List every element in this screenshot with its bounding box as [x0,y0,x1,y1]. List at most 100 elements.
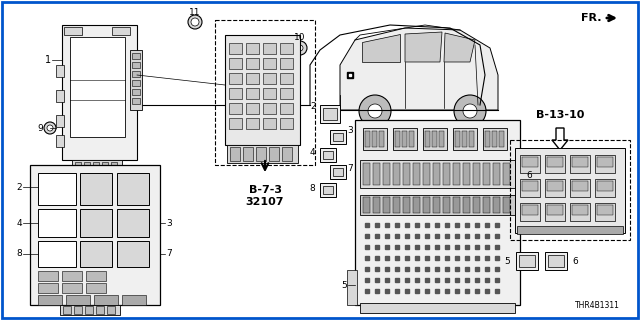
Bar [433,197,440,213]
Bar [85,306,93,314]
Bar [597,157,613,167]
Bar [56,135,64,147]
Bar [64,27,82,35]
Bar [363,197,370,213]
Bar [360,195,515,215]
Bar [111,162,117,172]
Bar [595,179,615,197]
Bar [280,103,293,114]
Bar [519,255,535,267]
Bar [280,73,293,84]
Bar [132,71,140,77]
Text: 5: 5 [504,257,510,266]
Bar [263,88,276,99]
Bar [263,73,276,84]
Text: 11: 11 [189,7,201,17]
Bar [365,131,370,147]
Bar [522,205,538,215]
Text: 9: 9 [37,124,43,132]
Bar [363,128,387,150]
Bar [485,131,490,147]
Bar [545,179,565,197]
Bar [229,88,242,99]
Bar [425,131,430,147]
Bar [62,283,82,293]
Bar [38,173,76,205]
Bar [520,203,540,221]
Text: 7: 7 [166,250,172,259]
Bar [330,165,346,179]
Bar [86,271,106,281]
Bar [229,43,242,54]
Bar [38,283,58,293]
Bar [117,241,149,267]
Bar [280,118,293,129]
Bar [243,147,253,161]
Bar [503,197,510,213]
Bar [403,163,410,185]
Bar [74,306,82,314]
Bar [229,58,242,69]
Text: 6: 6 [526,171,532,180]
Bar [383,163,390,185]
Text: 10: 10 [294,33,306,42]
Bar [570,179,590,197]
Bar [483,128,507,150]
Bar [66,295,90,305]
Polygon shape [444,33,475,62]
Bar [56,65,64,77]
Bar [522,157,538,167]
Bar [547,205,563,215]
Bar [372,131,377,147]
Bar [473,197,480,213]
Bar [547,157,563,167]
Bar [72,160,122,174]
Bar [320,183,336,197]
Bar [433,163,440,185]
Bar [360,160,515,188]
Bar [432,131,437,147]
Bar [462,131,467,147]
Bar [393,128,417,150]
Bar [570,203,590,221]
Bar [572,205,588,215]
Bar [393,163,400,185]
Bar [469,131,474,147]
Circle shape [297,45,303,51]
Bar [570,155,590,173]
Bar [393,197,400,213]
Bar [122,295,146,305]
Bar [75,162,81,172]
Bar [423,197,430,213]
Bar [323,151,333,159]
Bar [443,163,450,185]
Bar [413,163,420,185]
Bar [96,306,104,314]
Text: 3: 3 [347,125,353,134]
Bar [363,163,370,185]
Bar [572,181,588,191]
Bar [572,157,588,167]
Bar [102,162,108,172]
Bar [132,89,140,95]
Bar [263,103,276,114]
Bar [246,118,259,129]
Circle shape [89,52,105,68]
Bar [256,147,266,161]
Bar [63,306,71,314]
Text: 5: 5 [341,281,347,290]
Bar [280,58,293,69]
Bar [383,197,390,213]
Circle shape [47,125,53,131]
Bar [30,165,160,305]
Bar [320,148,336,162]
Bar [323,108,337,120]
Bar [463,197,470,213]
Text: B-13-10: B-13-10 [536,110,584,120]
Bar [323,186,333,194]
Bar [80,173,112,205]
Text: 4: 4 [309,148,315,156]
Bar [246,88,259,99]
Bar [522,181,538,191]
Bar [493,163,500,185]
